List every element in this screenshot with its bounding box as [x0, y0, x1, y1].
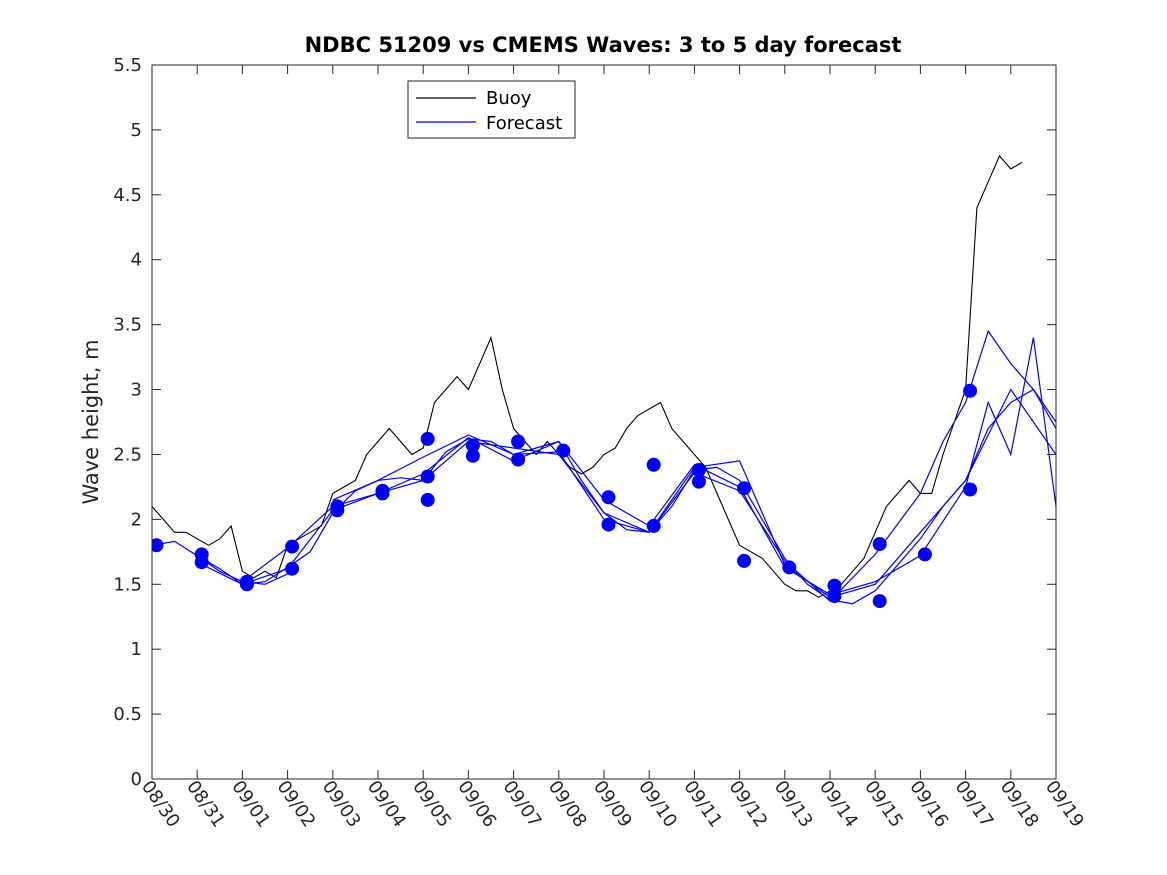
forecast-marker	[511, 434, 526, 449]
forecast-marker	[737, 553, 752, 568]
forecast-marker	[782, 560, 797, 575]
y-tick-label: 1.5	[113, 574, 142, 595]
plot-area	[152, 154, 1056, 609]
forecast-marker	[917, 547, 932, 562]
forecast-marker	[285, 539, 300, 554]
y-tick-label: 4.5	[113, 185, 142, 206]
forecast-marker	[827, 578, 842, 593]
forecast-series-line-1	[152, 540, 288, 585]
forecast-marker	[601, 490, 616, 505]
forecast-marker	[872, 594, 887, 609]
y-tick-label: 2	[131, 509, 142, 530]
forecast-marker	[420, 492, 435, 507]
forecast-marker	[691, 463, 706, 477]
forecast-marker	[194, 555, 209, 570]
legend-box	[407, 80, 576, 139]
y-tick-label: 4	[131, 250, 142, 271]
forecast-marker	[511, 452, 526, 467]
y-tick-label: 0	[131, 769, 142, 790]
forecast-marker	[465, 448, 480, 463]
y-tick-label: 3	[131, 380, 142, 401]
forecast-marker	[963, 482, 978, 497]
forecast-series-line-5	[332, 329, 1056, 602]
forecast-marker	[420, 469, 435, 484]
forecast-marker	[330, 503, 345, 518]
forecast-marker	[375, 486, 390, 501]
forecast-marker	[152, 538, 164, 553]
y-tick-label: 2.5	[113, 444, 142, 465]
legend-buoy-label: Buoy	[486, 88, 532, 109]
y-axis-label: Wave height, m	[79, 339, 103, 504]
forecast-marker	[556, 443, 571, 458]
y-tick-label: 0.5	[113, 704, 142, 725]
forecast-marker	[420, 431, 435, 446]
legend-forecast-label: Forecast	[486, 113, 562, 134]
forecast-marker	[646, 518, 661, 533]
forecast-marker	[963, 383, 978, 398]
y-tick-label: 3.5	[113, 315, 142, 336]
y-tick-label: 1	[131, 639, 142, 660]
y-tick-label: 5.5	[113, 55, 142, 76]
forecast-marker	[646, 457, 661, 472]
series-group	[152, 154, 1056, 609]
forecast-marker	[691, 474, 706, 489]
forecast-marker	[737, 481, 752, 496]
forecast-marker	[465, 438, 480, 453]
chart-title: NDBC 51209 vs CMEMS Waves: 3 to 5 day fo…	[305, 33, 902, 57]
forecast-marker	[872, 537, 887, 551]
forecast-marker	[239, 577, 254, 592]
legend: Buoy Forecast	[407, 80, 576, 139]
y-tick-label: 5	[131, 120, 142, 141]
forecast-marker	[285, 561, 300, 576]
forecast-marker	[601, 517, 616, 532]
forecast-marker	[827, 589, 842, 603]
